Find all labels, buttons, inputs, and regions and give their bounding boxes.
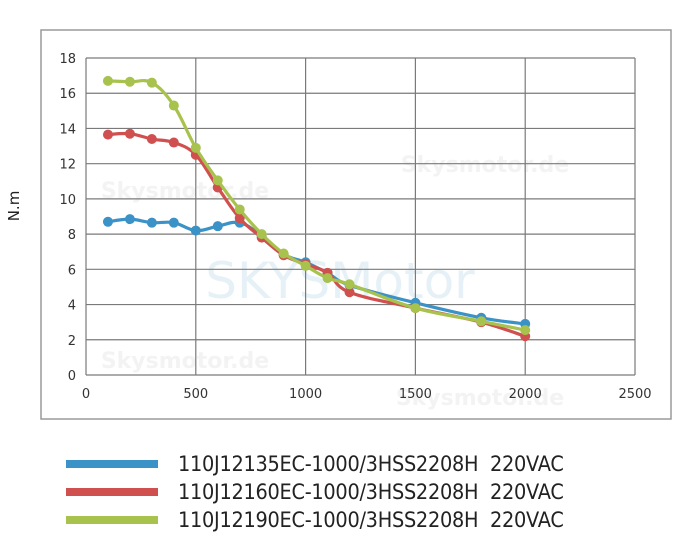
series-2	[102, 75, 531, 336]
data-point	[168, 100, 179, 111]
legend-swatch-green	[66, 516, 158, 524]
data-point	[146, 217, 157, 228]
data-point	[102, 75, 113, 86]
data-point	[300, 260, 311, 271]
legend-item: 110J12160EC-1000/3HSS2208H 220VAC	[66, 478, 597, 506]
data-point	[146, 77, 157, 88]
data-point	[212, 175, 223, 186]
chart-frame	[40, 29, 672, 420]
y-tick-label: 14	[59, 122, 76, 137]
y-axis-ticks: 0 2 4 6 8 10 12 14 16 18	[59, 52, 76, 384]
y-tick-label: 6	[68, 263, 76, 278]
watermark-small: Skysmotor.de	[396, 386, 564, 411]
data-point	[102, 216, 113, 227]
data-point	[410, 303, 421, 314]
data-point	[322, 273, 333, 284]
data-point	[190, 225, 201, 236]
data-point	[234, 213, 245, 224]
watermark-small: Skysmotor.de	[101, 179, 269, 204]
x-axis-ticks: 0 500 1000 1500 2000 2500	[82, 387, 652, 402]
data-point	[124, 76, 135, 87]
data-point	[168, 137, 179, 148]
grid	[85, 57, 636, 376]
data-point	[102, 129, 113, 140]
data-series	[102, 75, 531, 342]
y-tick-label: 2	[68, 334, 76, 349]
x-tick-label: 1000	[289, 387, 322, 402]
legend: 110J12135EC-1000/3HSS2208H 220VAC 110J12…	[66, 450, 597, 534]
legend-swatch-blue	[66, 460, 158, 468]
y-tick-label: 18	[59, 52, 76, 67]
x-tick-label: 1500	[399, 387, 432, 402]
x-tick-label: 2500	[618, 387, 651, 402]
y-axis-label: N.m	[5, 191, 23, 222]
data-point	[124, 128, 135, 139]
x-tick-label: 2000	[509, 387, 542, 402]
legend-label: 110J12190EC-1000/3HSS2208H 220VAC	[178, 508, 564, 532]
y-tick-label: 10	[59, 193, 76, 208]
y-tick-label: 16	[59, 87, 76, 102]
y-tick-label: 0	[68, 369, 76, 384]
data-point	[344, 287, 355, 298]
data-point	[234, 204, 245, 215]
data-point	[278, 248, 289, 259]
data-point	[212, 221, 223, 232]
y-tick-label: 8	[68, 228, 76, 243]
data-point	[146, 134, 157, 145]
y-tick-label: 12	[59, 158, 76, 173]
legend-swatch-red	[66, 488, 158, 496]
data-point	[168, 217, 179, 228]
data-point	[190, 142, 201, 153]
watermark-small: Skysmotor.de	[401, 153, 569, 178]
watermark-small: Skysmotor.de	[101, 349, 269, 374]
x-tick-label: 0	[82, 387, 90, 402]
x-tick-label: 500	[183, 387, 208, 402]
data-point	[124, 214, 135, 225]
data-point	[344, 279, 355, 290]
data-point	[476, 316, 487, 327]
data-point	[256, 229, 267, 240]
legend-label: 110J12160EC-1000/3HSS2208H 220VAC	[178, 480, 564, 504]
data-point	[520, 325, 531, 336]
legend-item: 110J12135EC-1000/3HSS2208H 220VAC	[66, 450, 597, 478]
watermarks: SKYSMotorSkysmotor.deSkysmotor.deSkysmot…	[101, 153, 569, 411]
y-tick-label: 4	[68, 299, 76, 314]
legend-item: 110J12190EC-1000/3HSS2208H 220VAC	[66, 506, 597, 534]
legend-label: 110J12135EC-1000/3HSS2208H 220VAC	[178, 452, 564, 476]
